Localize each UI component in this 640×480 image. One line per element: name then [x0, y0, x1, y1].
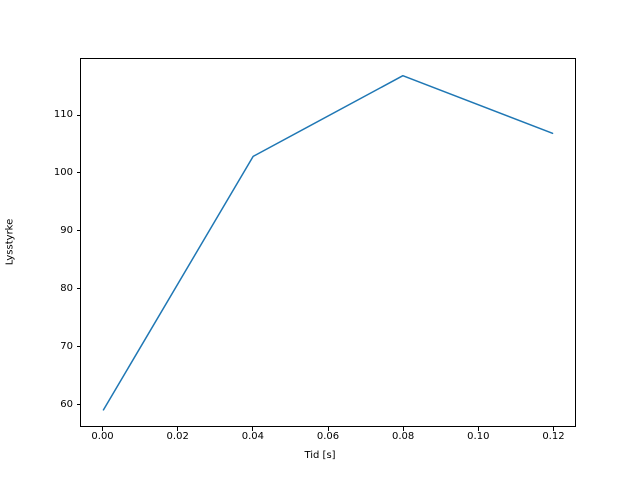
y-tick-label: 90 — [60, 224, 73, 236]
series-line-lysstyrke — [102, 74, 554, 411]
x-tick-mark — [252, 427, 254, 431]
y-tick-label: 70 — [60, 340, 73, 352]
x-axis-label: Tid [s] — [0, 450, 640, 461]
y-tick-mark — [76, 346, 80, 348]
x-tick-label: 0.02 — [166, 431, 189, 442]
y-axis-label-container: Lysstyrke — [0, 0, 40, 480]
y-tick-label: 100 — [53, 166, 73, 178]
y-tick-mark — [76, 172, 80, 174]
data-line-svg — [102, 74, 554, 411]
y-tick-label: 60 — [60, 398, 73, 410]
y-tick-mark — [76, 230, 80, 232]
x-axis-label-text: Tid [s] — [304, 450, 336, 461]
x-tick-label: 0.00 — [91, 431, 114, 442]
x-tick-mark — [477, 427, 479, 431]
y-tick-mark — [76, 114, 80, 116]
x-tick-label: 0.04 — [241, 431, 264, 442]
x-tick-mark — [327, 427, 329, 431]
x-tick-mark — [402, 427, 404, 431]
y-tick-mark — [76, 288, 80, 290]
x-tick-label: 0.10 — [467, 431, 490, 442]
x-tick-mark — [177, 427, 179, 431]
x-tick-mark — [553, 427, 554, 431]
y-tick-label: 80 — [60, 282, 73, 294]
y-tick-mark — [76, 404, 80, 405]
y-tick-label: 110 — [53, 108, 73, 120]
plot-axes — [80, 57, 576, 428]
y-axis-label: Lysstyrke — [4, 219, 16, 266]
x-tick-label: 0.06 — [316, 431, 340, 442]
x-tick-label: 0.12 — [542, 431, 565, 442]
x-tick-mark — [102, 427, 103, 431]
x-tick-label: 0.08 — [392, 431, 415, 442]
